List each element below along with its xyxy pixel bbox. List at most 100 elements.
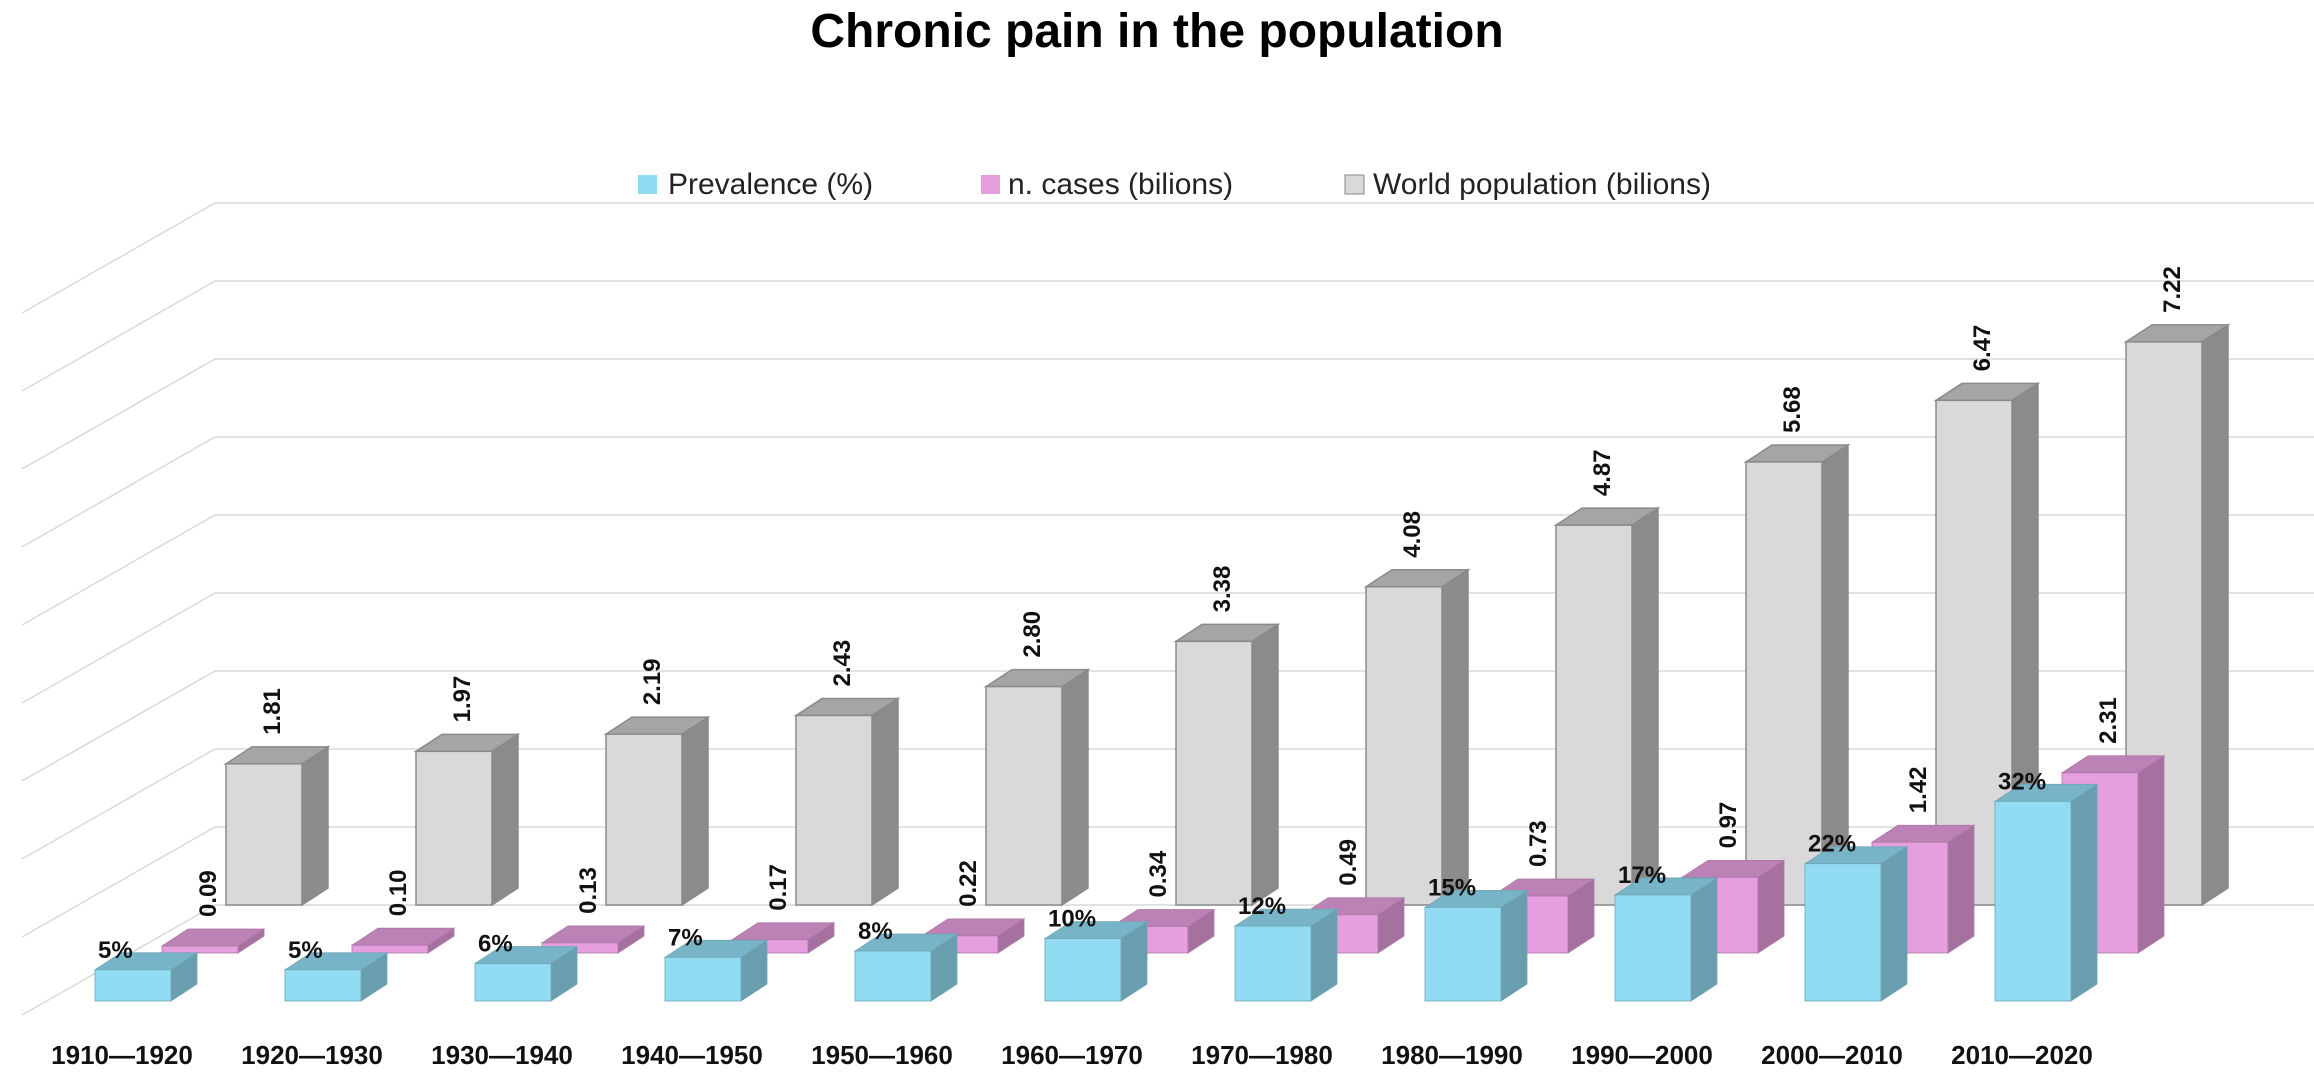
bar-side — [1690, 877, 1718, 1002]
bar-front — [1365, 586, 1443, 906]
bar-population — [1363, 568, 1471, 907]
value-label-cases: 1.42 — [1905, 767, 1932, 814]
bar-prevalence — [1613, 877, 1719, 1002]
bar-front — [284, 969, 362, 1002]
bar-front — [1994, 800, 2072, 1002]
bar-front — [1234, 925, 1312, 1002]
bar-prevalence — [663, 939, 769, 1002]
gridline — [21, 436, 2314, 548]
value-label-population: 3.38 — [1209, 566, 1236, 613]
value-label-population: 4.87 — [1589, 449, 1616, 496]
bar-front — [225, 763, 303, 906]
bar-front — [1614, 894, 1692, 1002]
bar-prevalence — [473, 945, 579, 1002]
bar-front — [985, 685, 1063, 906]
value-label-population: 5.68 — [1779, 386, 1806, 433]
value-label-cases: 0.10 — [385, 869, 412, 916]
value-label-prevalence: 5% — [288, 937, 323, 964]
bar-side — [681, 715, 709, 907]
value-label-population: 2.19 — [639, 658, 666, 705]
category-label: 1940—1950 — [621, 1040, 763, 1070]
bar-population — [793, 697, 901, 907]
value-label-cases: 0.73 — [1525, 820, 1552, 867]
bar-population — [413, 732, 521, 907]
bar-cases — [160, 928, 266, 954]
bar-side — [1631, 506, 1659, 907]
value-label-prevalence: 17% — [1618, 862, 1666, 889]
bar-front — [351, 944, 429, 954]
bar-front — [415, 750, 493, 906]
bar-side — [2070, 783, 2098, 1002]
category-label: 1990—2000 — [1571, 1040, 1713, 1070]
bar-front — [474, 963, 552, 1002]
legend-label-cases: n. cases (bilions) — [1008, 168, 1233, 201]
value-label-population: 4.08 — [1399, 511, 1426, 558]
bar-side — [2201, 323, 2229, 907]
bar-prevalence — [1803, 845, 1909, 1002]
chart-title: Chronic pain in the population — [810, 5, 1503, 58]
category-label: 2000—2010 — [1761, 1040, 1903, 1070]
legend: Prevalence (%) n. cases (bilions) World … — [638, 168, 1711, 201]
bar-side — [871, 697, 899, 907]
category-label: 2010—2020 — [1951, 1040, 2093, 1070]
bar-side — [1061, 668, 1089, 907]
gridline — [21, 280, 2314, 392]
value-label-cases: 0.22 — [955, 860, 982, 907]
value-label-prevalence: 22% — [1808, 831, 1856, 858]
value-label-cases: 0.13 — [575, 867, 602, 914]
bar-front — [795, 714, 873, 906]
gridlines — [21, 202, 2314, 1016]
bar-front — [605, 733, 683, 906]
bar-prevalence — [283, 952, 389, 1002]
bar-front — [1804, 863, 1882, 1002]
bar-side — [1880, 845, 1908, 1002]
value-label-prevalence: 15% — [1428, 874, 1476, 901]
bar-cases — [540, 925, 646, 954]
value-label-population: 2.43 — [829, 640, 856, 687]
value-label-cases: 2.31 — [2095, 697, 2122, 744]
bar-prevalence — [1423, 889, 1529, 1002]
value-label-prevalence: 7% — [668, 924, 703, 951]
bar-front — [1044, 938, 1122, 1002]
bar-prevalence — [93, 952, 199, 1002]
bar-front — [1555, 524, 1633, 906]
value-label-prevalence: 12% — [1238, 893, 1286, 920]
bar-side — [1441, 568, 1469, 907]
value-label-cases: 0.17 — [765, 864, 792, 911]
category-labels: 1910—1920 1920—1930 1930—1940 1940—1950 1950… — [51, 1040, 2093, 1070]
bar-side — [1947, 824, 1975, 954]
bars — [93, 323, 2231, 1002]
value-label-prevalence: 6% — [478, 931, 513, 958]
category-label: 1950—1960 — [811, 1040, 953, 1070]
value-label-prevalence: 8% — [858, 918, 893, 945]
bar-prevalence — [1233, 908, 1339, 1002]
bar-population — [1173, 622, 1281, 907]
legend-label-prevalence: Prevalence (%) — [668, 168, 873, 201]
bar-front — [161, 945, 239, 954]
bar-front — [854, 950, 932, 1002]
value-label-cases: 0.49 — [1335, 839, 1362, 886]
bar-population — [1743, 443, 1851, 907]
category-label: 1980—1990 — [1381, 1040, 1523, 1070]
bar-prevalence — [1993, 783, 2099, 1002]
bar-prevalence — [853, 933, 959, 1002]
bar-population — [603, 715, 711, 907]
bar-cases — [350, 927, 456, 954]
value-label-cases: 0.34 — [1145, 850, 1172, 897]
bar-front — [1424, 907, 1502, 1002]
value-label-population: 1.81 — [259, 688, 286, 735]
category-label: 1960—1970 — [1001, 1040, 1143, 1070]
bar-front — [664, 956, 742, 1002]
bar-population — [983, 668, 1091, 907]
gridline — [21, 202, 2314, 314]
bar-front — [1175, 640, 1253, 906]
gridline — [21, 358, 2314, 470]
legend-swatch-prevalence — [638, 175, 657, 194]
bar-population — [223, 745, 331, 907]
value-label-population: 7.22 — [2159, 266, 2186, 313]
value-label-prevalence: 5% — [98, 937, 133, 964]
value-label-population: 6.47 — [1969, 325, 1996, 372]
category-label: 1910—1920 — [51, 1040, 193, 1070]
legend-label-population: World population (bilions) — [1373, 168, 1711, 201]
value-label-population: 1.97 — [449, 676, 476, 723]
